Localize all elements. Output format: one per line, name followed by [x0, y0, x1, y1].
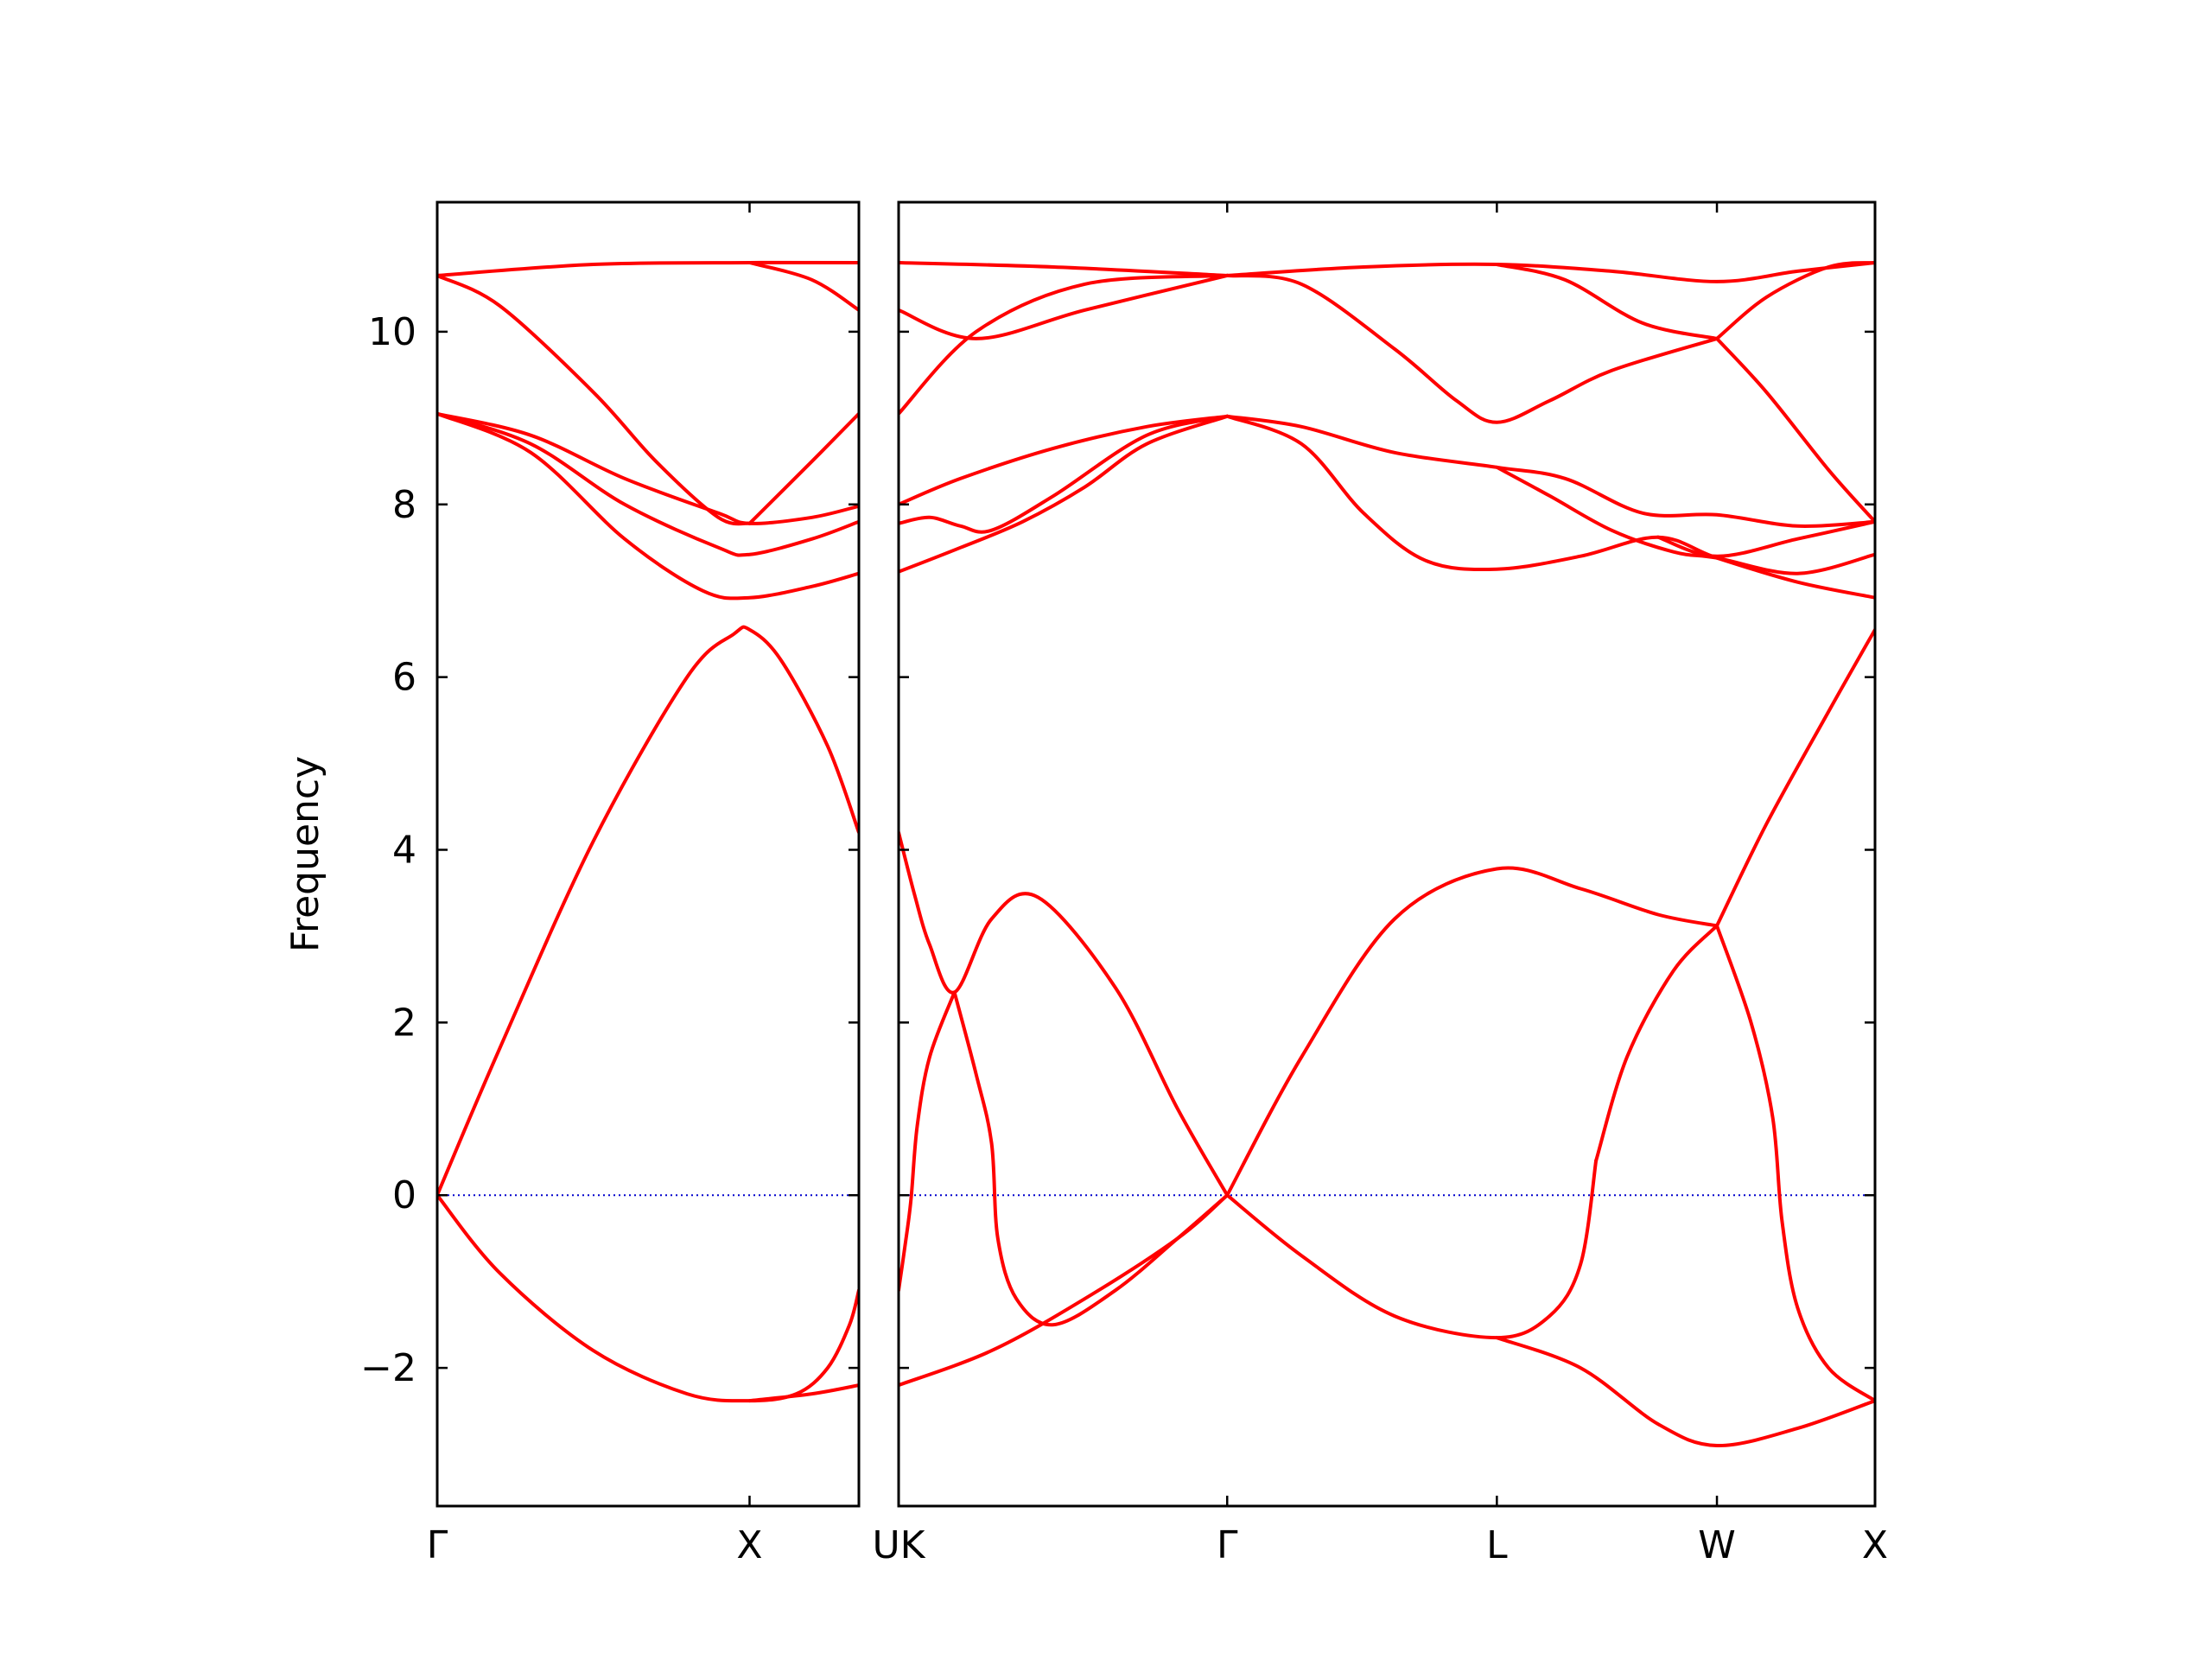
band-line [437, 1193, 859, 1403]
panel-k-gamma-l-w-x: UK Γ L W X [872, 200, 1888, 1567]
band-line [899, 1193, 1230, 1388]
band-line [899, 990, 957, 1293]
y-tick-label: 10 [368, 310, 416, 354]
band-line [747, 261, 859, 312]
band-line [437, 273, 752, 526]
plot-frame [435, 200, 861, 1508]
band-line [747, 411, 859, 525]
x-tick-label: L [1486, 1523, 1508, 1567]
band-line [952, 990, 1230, 1327]
band-line [1715, 336, 1875, 524]
band-line [1495, 263, 1719, 340]
band-line [899, 830, 1230, 1198]
plot-frame [897, 200, 1877, 1508]
band-line [1495, 1336, 1875, 1448]
y-tick-label: 0 [392, 1173, 416, 1217]
band-line [437, 411, 859, 601]
band-line [1225, 866, 1719, 1198]
band-line [899, 414, 1230, 534]
band-line [437, 260, 859, 277]
y-axis-label: Frequency [283, 756, 327, 952]
band-line [899, 273, 1230, 340]
band-line [1715, 924, 1875, 1403]
y-tick-label: 8 [392, 483, 416, 527]
x-tick-label: X [1862, 1523, 1888, 1567]
y-tick-label: 4 [392, 829, 416, 873]
band-line [1225, 261, 1875, 283]
band-line [899, 261, 1230, 277]
band-line [437, 411, 859, 557]
band-line [747, 1383, 859, 1403]
band-line [1225, 273, 1719, 424]
band-line [1656, 519, 1875, 558]
y-tick-label: 6 [392, 656, 416, 700]
band-line [1594, 924, 1719, 1163]
x-tick-label: Γ [427, 1523, 448, 1567]
band-line [1225, 1159, 1599, 1340]
x-tick-label: W [1698, 1523, 1736, 1567]
band-line [899, 414, 1230, 506]
x-tick-label: X [736, 1523, 762, 1567]
y-tick-label: 2 [392, 1001, 416, 1045]
band-line [899, 273, 1230, 416]
x-tick-label: Γ [1217, 1523, 1238, 1567]
band-line [1225, 414, 1875, 528]
band-line [437, 411, 859, 525]
x-tick-label: UK [872, 1523, 925, 1567]
y-axis-ticks: −2 0 2 4 6 8 10 [360, 310, 416, 1390]
y-tick-label: −2 [360, 1346, 416, 1390]
band-line [1715, 627, 1875, 928]
band-line [1495, 465, 1875, 575]
band-line [1225, 414, 1875, 600]
band-line [899, 414, 1230, 574]
band-line [437, 625, 859, 1198]
band-line [1715, 261, 1875, 340]
